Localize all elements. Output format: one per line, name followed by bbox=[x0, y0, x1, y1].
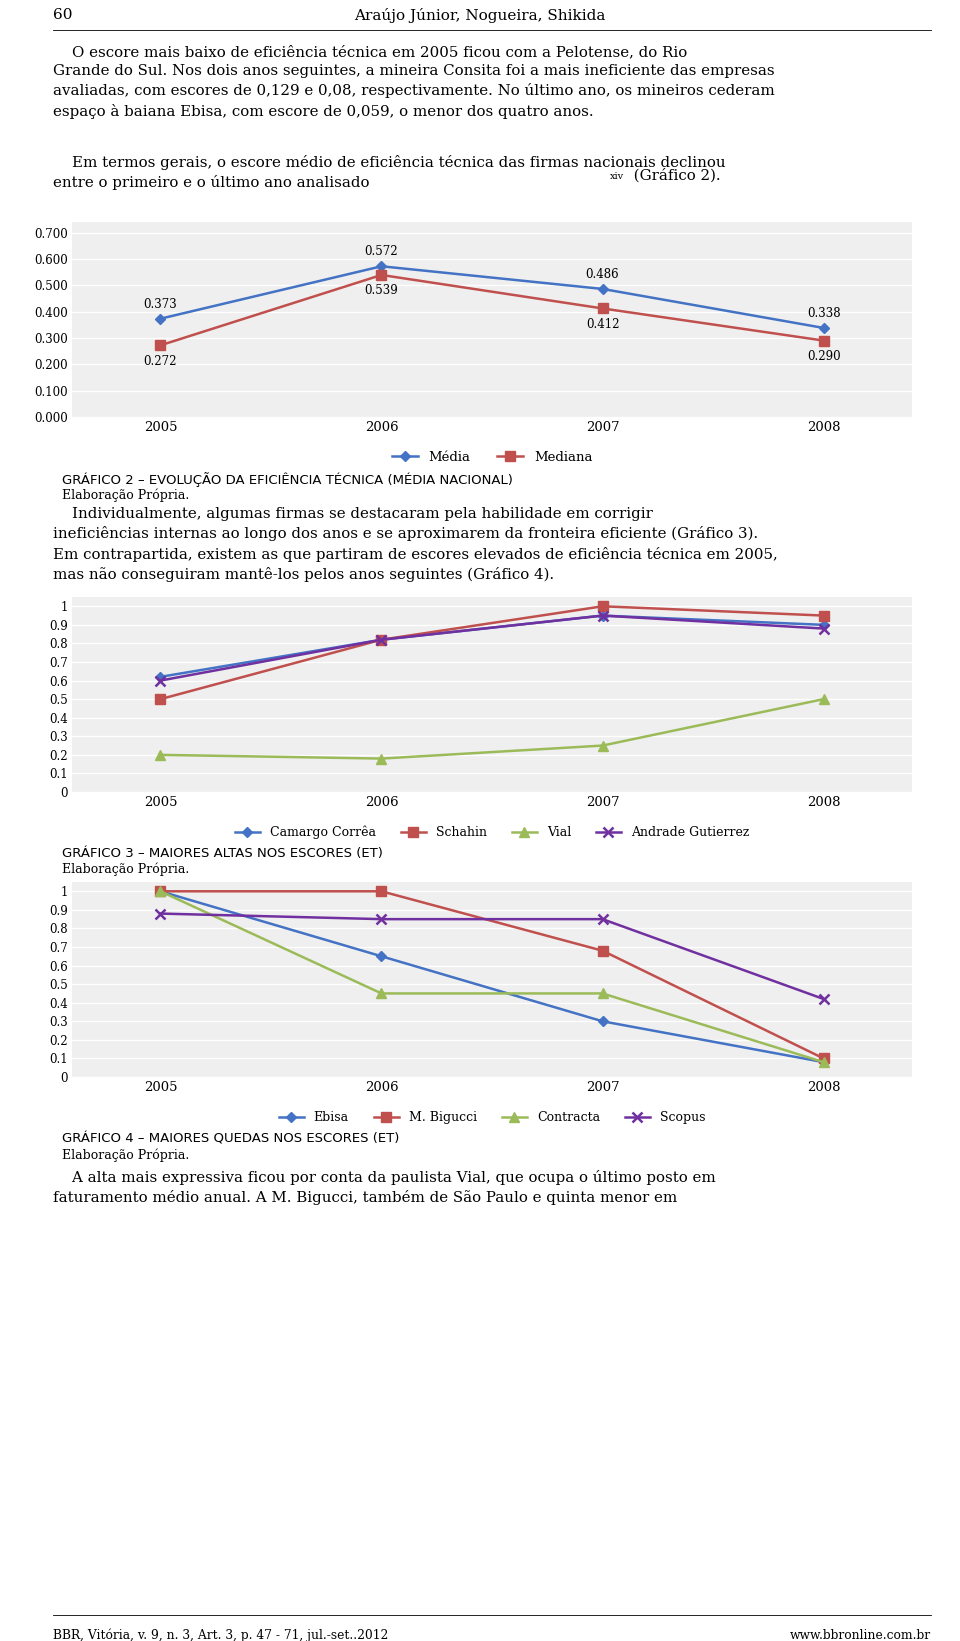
Line: M. Bigucci: M. Bigucci bbox=[156, 886, 828, 1063]
Text: 0.290: 0.290 bbox=[806, 350, 840, 363]
Text: www.bbronline.com.br: www.bbronline.com.br bbox=[790, 1630, 931, 1641]
Vial bbox=[818, 689, 829, 709]
Text: Elaboração Própria.: Elaboração Própria. bbox=[62, 863, 190, 876]
Schahin bbox=[155, 689, 166, 709]
Line: Schahin: Schahin bbox=[156, 602, 828, 704]
Text: GRÁFICO 3 – MAIORES ALTAS NOS ESCORES (ET): GRÁFICO 3 – MAIORES ALTAS NOS ESCORES (E… bbox=[62, 847, 383, 860]
M. Bigucci bbox=[818, 1049, 829, 1068]
Text: BBR, Vitória, v. 9, n. 3, Art. 3, p. 47 - 71, jul.-set..2012: BBR, Vitória, v. 9, n. 3, Art. 3, p. 47 … bbox=[53, 1630, 388, 1641]
Text: Araújo Júnior, Nogueira, Shikida: Araújo Júnior, Nogueira, Shikida bbox=[354, 8, 606, 23]
Contracta bbox=[155, 881, 166, 901]
Text: 0.412: 0.412 bbox=[586, 318, 619, 331]
Contracta bbox=[818, 1052, 829, 1072]
Text: Individualmente, algumas firmas se destacaram pela habilidade em corrigir
inefic: Individualmente, algumas firmas se desta… bbox=[53, 507, 778, 583]
Text: 0.272: 0.272 bbox=[144, 354, 178, 368]
M. Bigucci bbox=[375, 881, 387, 901]
Text: A alta mais expressiva ficou por conta da paulista Vial, que ocupa o último post: A alta mais expressiva ficou por conta d… bbox=[53, 1170, 715, 1206]
Schahin bbox=[818, 606, 829, 625]
Scopus bbox=[375, 909, 387, 929]
Text: O escore mais baixo de eficiência técnica em 2005 ficou com a Pelotense, do Rio
: O escore mais baixo de eficiência técnic… bbox=[53, 44, 775, 118]
Scopus bbox=[155, 904, 166, 924]
Line: Camargo Corrêa: Camargo Corrêa bbox=[156, 612, 828, 681]
Text: 0.486: 0.486 bbox=[586, 267, 619, 281]
Legend: Média, Mediana: Média, Mediana bbox=[386, 445, 598, 469]
M. Bigucci bbox=[155, 881, 166, 901]
Scopus bbox=[818, 990, 829, 1009]
Ebisa bbox=[818, 1052, 829, 1072]
Vial bbox=[597, 735, 609, 755]
Scopus bbox=[597, 909, 609, 929]
Text: GRÁFICO 4 – MAIORES QUEDAS NOS ESCORES (ET): GRÁFICO 4 – MAIORES QUEDAS NOS ESCORES (… bbox=[62, 1132, 399, 1145]
Legend: Ebisa, M. Bigucci, Contracta, Scopus: Ebisa, M. Bigucci, Contracta, Scopus bbox=[274, 1106, 710, 1129]
Line: Andrade Gutierrez: Andrade Gutierrez bbox=[156, 610, 828, 684]
Contracta bbox=[597, 983, 609, 1003]
M. Bigucci bbox=[597, 940, 609, 960]
Line: Ebisa: Ebisa bbox=[156, 888, 828, 1067]
Camargo Corrêa bbox=[375, 630, 387, 650]
Camargo Corrêa bbox=[597, 606, 609, 625]
Schahin bbox=[597, 596, 609, 615]
Text: 0.338: 0.338 bbox=[806, 307, 840, 320]
Andrade Gutierrez bbox=[597, 606, 609, 625]
Camargo Corrêa bbox=[818, 615, 829, 635]
Schahin bbox=[375, 630, 387, 650]
Camargo Corrêa bbox=[155, 666, 166, 686]
Text: xiv: xiv bbox=[610, 172, 624, 181]
Ebisa bbox=[597, 1011, 609, 1031]
Text: 0.572: 0.572 bbox=[365, 245, 398, 258]
Vial bbox=[155, 745, 166, 765]
Text: (Gráfico 2).: (Gráfico 2). bbox=[629, 167, 720, 182]
Text: 60: 60 bbox=[53, 8, 72, 21]
Line: Scopus: Scopus bbox=[156, 909, 828, 1004]
Text: Elaboração Própria.: Elaboração Própria. bbox=[62, 1149, 190, 1162]
Andrade Gutierrez bbox=[375, 630, 387, 650]
Vial bbox=[375, 748, 387, 768]
Text: 0.373: 0.373 bbox=[144, 297, 178, 310]
Text: 0.539: 0.539 bbox=[365, 284, 398, 297]
Line: Contracta: Contracta bbox=[156, 886, 828, 1067]
Contracta bbox=[375, 983, 387, 1003]
Ebisa bbox=[375, 947, 387, 967]
Text: Elaboração Própria.: Elaboração Própria. bbox=[62, 487, 190, 502]
Line: Vial: Vial bbox=[156, 694, 828, 763]
Text: GRÁFICO 2 – EVOLUÇÃO DA EFICIÊNCIA TÉCNICA (MÉDIA NACIONAL): GRÁFICO 2 – EVOLUÇÃO DA EFICIÊNCIA TÉCNI… bbox=[62, 473, 514, 487]
Andrade Gutierrez bbox=[818, 619, 829, 638]
Legend: Camargo Corrêa, Schahin, Vial, Andrade Gutierrez: Camargo Corrêa, Schahin, Vial, Andrade G… bbox=[229, 820, 755, 843]
Ebisa bbox=[155, 881, 166, 901]
Andrade Gutierrez bbox=[155, 671, 166, 691]
Text: Em termos gerais, o escore médio de eficiência técnica das firmas nacionais decl: Em termos gerais, o escore médio de efic… bbox=[53, 154, 726, 190]
